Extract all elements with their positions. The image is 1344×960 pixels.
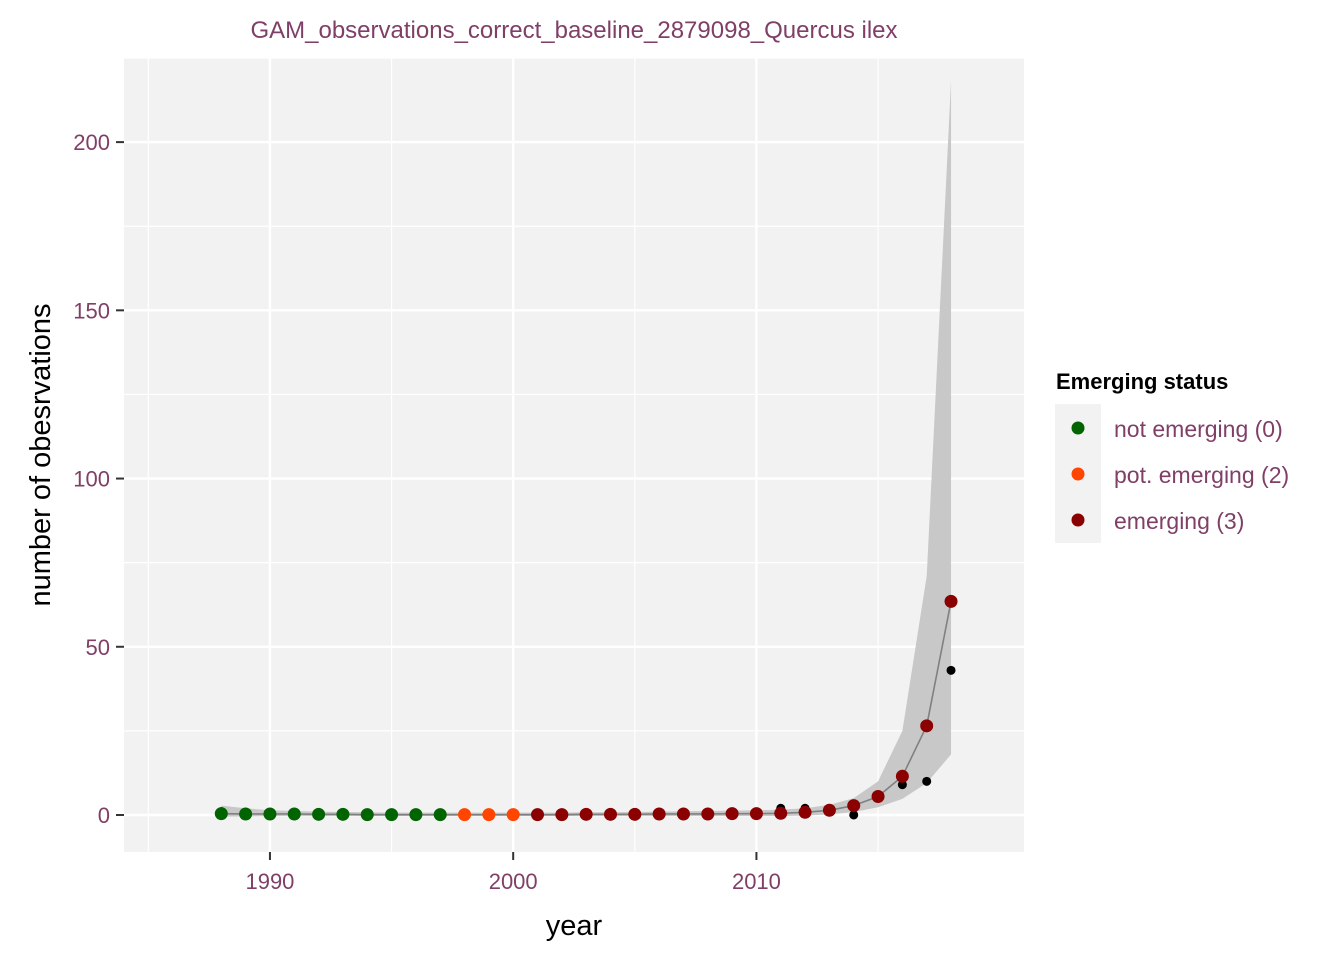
status-point — [287, 807, 301, 821]
status-point — [336, 807, 350, 821]
legend: Emerging status not emerging (0) pot. eme… — [1055, 369, 1289, 543]
legend-key — [1071, 421, 1085, 435]
status-points — [214, 594, 958, 822]
y-tick-label: 0 — [98, 803, 110, 828]
y-tick-label: 100 — [73, 467, 110, 492]
legend-label: not emerging (0) — [1114, 416, 1283, 442]
plot-panel — [124, 58, 1024, 852]
minor-gridlines — [124, 57, 1024, 852]
status-point — [798, 805, 812, 819]
status-point — [409, 808, 423, 822]
status-point — [628, 807, 642, 821]
x-tick-label: 2010 — [732, 869, 781, 894]
status-point — [603, 807, 617, 821]
status-point — [555, 808, 569, 822]
status-point — [263, 807, 277, 821]
status-point — [944, 594, 958, 608]
status-point — [676, 807, 690, 821]
y-tick-label: 200 — [73, 130, 110, 155]
y-axis-title: number of obesrvations — [25, 303, 57, 606]
x-tick-label: 1990 — [245, 869, 294, 894]
status-point — [385, 808, 399, 822]
observed-point — [897, 780, 907, 790]
observed-point — [922, 776, 932, 786]
status-point — [360, 808, 374, 822]
legend-items: not emerging (0) pot. emerging (2) emergin… — [1071, 416, 1289, 534]
status-point — [458, 808, 472, 822]
status-point — [433, 808, 447, 822]
legend-label: emerging (3) — [1114, 508, 1244, 534]
legend-key — [1071, 467, 1085, 481]
status-point — [312, 807, 326, 821]
x-axis: 1990 2000 2010 — [245, 852, 781, 894]
status-point — [531, 808, 545, 822]
status-point — [847, 799, 861, 813]
status-point — [652, 807, 666, 821]
legend-label: pot. emerging (2) — [1114, 462, 1289, 488]
observed-point — [849, 810, 859, 820]
status-point — [506, 808, 520, 822]
status-point — [774, 806, 788, 820]
status-point — [920, 719, 934, 733]
y-tick-label: 50 — [86, 635, 110, 660]
status-point — [482, 808, 496, 822]
status-point — [822, 803, 836, 817]
x-axis-title: year — [546, 910, 603, 942]
status-point — [871, 789, 885, 803]
observed-point — [946, 665, 956, 675]
legend-title: Emerging status — [1056, 369, 1228, 394]
status-point — [579, 807, 593, 821]
status-point — [895, 769, 909, 783]
chart-title: GAM_observations_correct_baseline_287909… — [250, 17, 897, 44]
status-point — [701, 807, 715, 821]
status-point — [725, 807, 739, 821]
status-point — [749, 807, 763, 821]
status-point — [239, 807, 253, 821]
y-tick-label: 150 — [73, 298, 110, 323]
x-tick-label: 2000 — [489, 869, 538, 894]
status-point — [214, 807, 228, 821]
y-axis: 0 50 100 150 200 — [73, 130, 124, 828]
legend-key — [1071, 513, 1085, 527]
